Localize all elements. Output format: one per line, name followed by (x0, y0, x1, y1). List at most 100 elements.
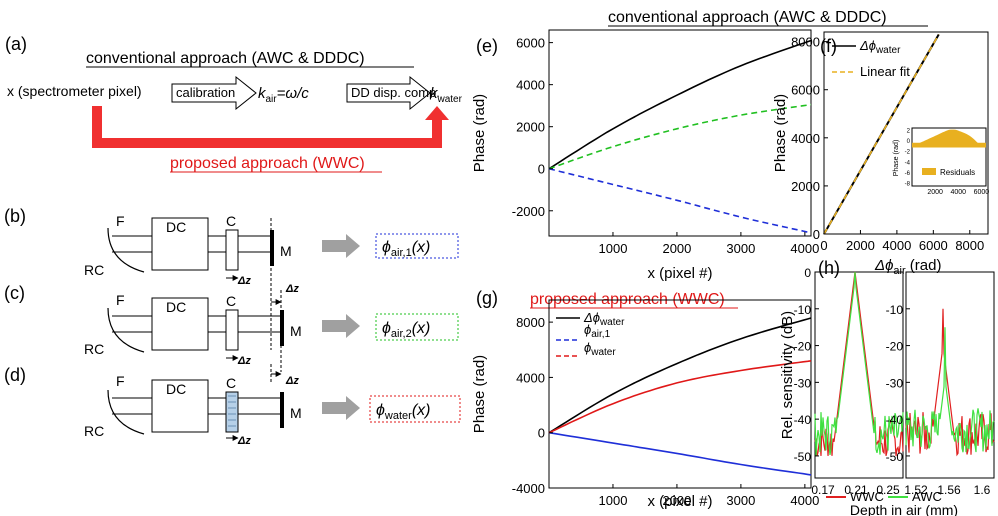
series-line-2 (548, 167, 812, 234)
label-rc: RC (84, 341, 104, 357)
dd-comp-arrow (346, 75, 431, 111)
chart-g-legend: Δϕwater ϕair,1 ϕwater (556, 310, 625, 358)
phi-water-label: ϕwater(x) (376, 402, 430, 422)
y-tick-label: 2000 (516, 120, 545, 135)
inset-x-tick-label: 6000 (974, 189, 990, 196)
x-tick-label: 2000 (662, 241, 691, 256)
series-line-0 (548, 39, 812, 170)
setup-row-c: F RC DC C M Δz Δz ϕair,2(x) (84, 218, 459, 372)
conv-approach-label: conventional approach (AWC & DDDC) (86, 50, 365, 67)
inset-y-tick-label: 0 (907, 139, 911, 145)
phi-air1-label: ϕair,1(x) (382, 239, 430, 259)
y-tick-label: -40 (886, 413, 904, 427)
calibration-arrow (171, 75, 257, 111)
x-tick-label: 0.21 (844, 483, 868, 497)
x-tick-label: 0.17 (811, 483, 835, 497)
x-tick-label: 4000 (790, 241, 819, 256)
dz-label: Δz (237, 355, 251, 367)
chart-e-series (548, 39, 812, 234)
dz-label: Δz (237, 435, 251, 447)
label-rc: RC (84, 423, 104, 439)
dispersion-compensator (151, 297, 209, 351)
chart-g-frame (548, 299, 812, 489)
legend-awc: AWC (912, 489, 942, 504)
reflective-collimator (107, 389, 145, 435)
chart-f-frame (823, 31, 989, 235)
x-tick-label: 4000 (790, 493, 819, 508)
residual-inset: Residuals 2 0 -2 -4 -6 -8 2000 4000 6000 Phase (… (893, 127, 990, 196)
phi-air1-box (375, 233, 459, 259)
panel-g: (g) proposed approach (WWC) 800040000-40… (471, 288, 819, 510)
panel-label-e: (e) (476, 36, 498, 56)
label-rc: RC (84, 262, 104, 278)
y-tick-label: 0 (813, 227, 820, 242)
red-arrowhead (425, 106, 449, 120)
top-title: conventional approach (AWC & DDDC) (608, 9, 887, 26)
reflective-collimator (107, 227, 145, 273)
chart-h-ticks: 0 -10 -20 -30 -40 -50 -10 -20 -30 -40 -50 0.17 0.21 0… (794, 266, 991, 497)
y-tick-label: 8000 (791, 35, 820, 50)
setup-row-d: F RC DC C M Δz Δz ϕwater(x) (84, 364, 461, 447)
y-tick-label: 8000 (516, 315, 545, 330)
mirror (270, 230, 274, 266)
red-bar-left (92, 106, 102, 148)
y-tick-label: -30 (794, 376, 812, 390)
cuvette (225, 229, 239, 271)
dz-label: Δz (237, 275, 251, 287)
x-tick-label: 6000 (919, 238, 948, 253)
panel-e: (e) 6000 4000 2000 0 -2000 1000 2000 3000 4000 P… (471, 29, 819, 282)
inset-residual-area (912, 129, 986, 148)
x-spectrometer-label: x (spectrometer pixel) (7, 83, 142, 99)
chart-g-series (548, 317, 812, 476)
series-line-1 (548, 431, 812, 476)
chart-f-series (823, 33, 940, 235)
chart-f-legend: Δϕwater Linear fit (832, 38, 910, 79)
x-tick-label: 3000 (726, 241, 755, 256)
legend-dphi-water: Δϕwater (583, 310, 625, 328)
panel-a: (a) conventional approach (AWC & DDDC) x… (5, 34, 463, 173)
inset-y-tick-label: -8 (905, 181, 911, 187)
x-tick-label: 0.25 (876, 483, 900, 497)
panel-label-a: (a) (5, 34, 27, 54)
label-c: C (226, 375, 236, 391)
inset-ticks: 2 0 -2 -4 -6 -8 2000 4000 6000 (905, 129, 990, 196)
label-c: C (226, 293, 236, 309)
inset-residual-shape (912, 129, 982, 147)
y-tick-label: -50 (886, 450, 904, 464)
dispersion-compensator (151, 379, 209, 433)
panel-label-b: (b) (4, 206, 26, 226)
x-tick-label: 1.56 (937, 483, 961, 497)
chart-g-xlabel: x (pixel #) (647, 493, 712, 510)
setup-row-b: F RC DC C M Δz ϕair,1(x) (84, 213, 459, 287)
legend-linear-fit: Linear fit (860, 64, 910, 79)
chart-g-ticks: 8000 4000 0 -4000 1000 2000 3000 4000 (512, 315, 820, 508)
gray-arrow (322, 314, 360, 338)
chart-f-xlabel: Δϕair (rad) (874, 257, 941, 277)
y-tick-label: -30 (886, 376, 904, 390)
label-m: M (290, 405, 302, 421)
dz-label: Δz (285, 375, 299, 387)
x-tick-label: 8000 (955, 238, 984, 253)
legend-wwc: WWC (850, 489, 884, 504)
kwater-label: kwater (430, 85, 463, 105)
y-tick-label: -10 (794, 303, 812, 317)
inset-y-tick-label: -2 (905, 150, 911, 156)
dd-comp-label: DD disp. comp. (351, 85, 440, 100)
panel-label-c: (c) (4, 283, 25, 303)
chart-f-ylabel: Phase (rad) (772, 94, 789, 172)
awc-curve-right (905, 327, 995, 453)
inset-legend-swatch (922, 168, 936, 175)
series-line-0 (548, 317, 812, 434)
x-tick-label: 2000 (846, 238, 875, 253)
y-tick-label: -2000 (512, 204, 545, 219)
label-dc: DC (166, 219, 186, 235)
y-tick-label: -20 (886, 340, 904, 354)
label-dc: DC (166, 299, 186, 315)
x-tick-label: 4000 (882, 238, 911, 253)
chart-h-ylabel: Rel. sensitivity (dB) (779, 311, 796, 439)
y-tick-label: -10 (886, 303, 904, 317)
inset-y-tick-label: -4 (905, 160, 911, 166)
